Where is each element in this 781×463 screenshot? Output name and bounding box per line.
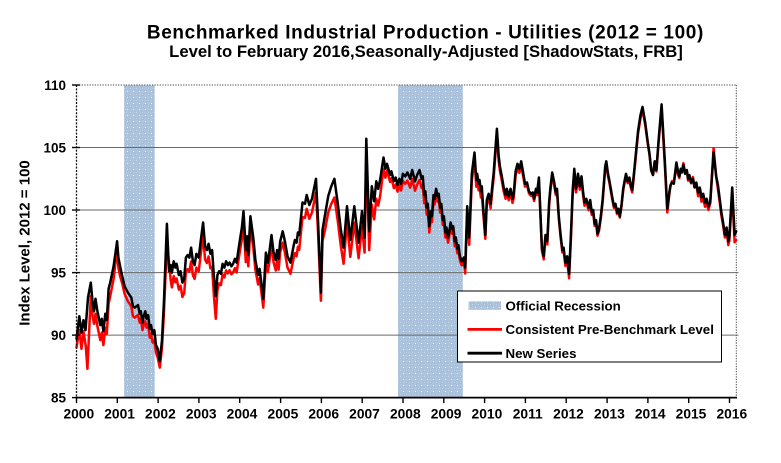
- svg-text:2005: 2005: [268, 406, 299, 421]
- svg-text:85: 85: [51, 391, 67, 406]
- svg-text:2013: 2013: [594, 406, 625, 421]
- svg-text:2008: 2008: [390, 406, 421, 421]
- svg-text:110: 110: [44, 78, 66, 93]
- svg-text:Level to February 2016,Seasona: Level to February 2016,Seasonally-Adjust…: [169, 42, 683, 61]
- svg-text:2015: 2015: [676, 406, 707, 421]
- svg-text:2003: 2003: [186, 406, 217, 421]
- svg-text:Benchmarked Industrial Product: Benchmarked Industrial Production - Util…: [147, 22, 704, 43]
- svg-text:2012: 2012: [553, 406, 584, 421]
- svg-text:New Series: New Series: [506, 346, 577, 361]
- svg-text:2010: 2010: [472, 406, 503, 421]
- svg-text:2016: 2016: [716, 406, 747, 421]
- svg-text:Official Recession: Official Recession: [506, 298, 621, 313]
- svg-text:2011: 2011: [513, 406, 543, 421]
- svg-text:2007: 2007: [349, 406, 380, 421]
- svg-text:95: 95: [51, 266, 67, 281]
- svg-text:Index Level, 2012 = 100: Index Level, 2012 = 100: [17, 160, 34, 326]
- svg-text:2004: 2004: [227, 406, 258, 421]
- svg-text:2006: 2006: [308, 406, 339, 421]
- svg-text:90: 90: [51, 328, 66, 343]
- svg-text:2001: 2001: [104, 406, 135, 421]
- svg-text:Consistent Pre-Benchmark Level: Consistent Pre-Benchmark Level: [506, 322, 714, 337]
- svg-text:100: 100: [43, 203, 66, 218]
- svg-text:2000: 2000: [63, 406, 94, 421]
- svg-text:2014: 2014: [635, 406, 666, 421]
- svg-text:2009: 2009: [431, 406, 462, 421]
- svg-text:2002: 2002: [145, 406, 176, 421]
- svg-text:105: 105: [43, 141, 66, 156]
